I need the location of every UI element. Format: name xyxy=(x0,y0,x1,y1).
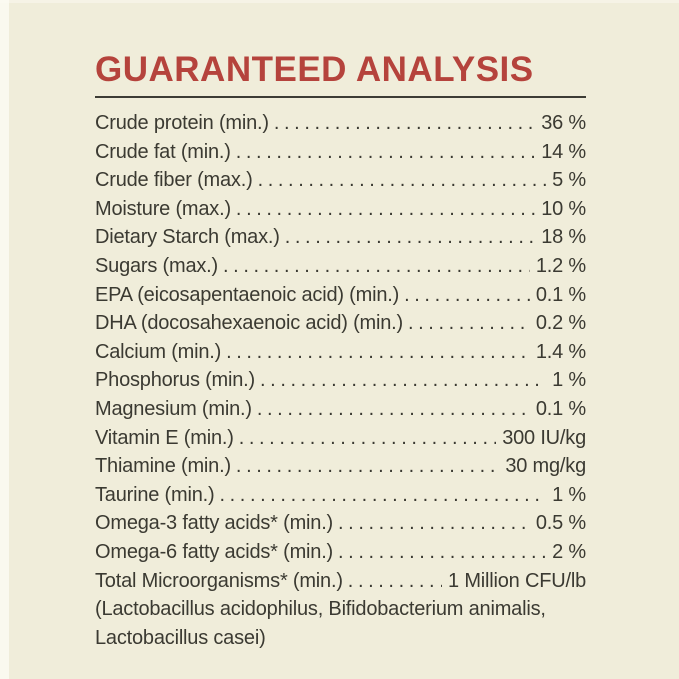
nutrient-name: Taurine (min.) xyxy=(95,483,215,506)
nutrient-name: Calcium (min.) xyxy=(95,340,222,363)
nutrient-name: DHA (docosahexaenoic acid) (min.) xyxy=(95,312,403,335)
nutrient-name: Magnesium (min.) xyxy=(95,397,252,420)
analysis-row: EPA (eicosapentaenoic acid) (min.) 0.1 % xyxy=(95,281,586,310)
nutrient-name: Vitamin E (min.) xyxy=(95,426,234,449)
dot-leader xyxy=(260,366,546,395)
nutrient-value: 14 % xyxy=(541,140,586,163)
nutrient-name: Crude fat (min.) xyxy=(95,140,231,163)
analysis-row: Phosphorus (min.) 1 % xyxy=(95,366,586,395)
nutrient-value: 1.4 % xyxy=(535,340,586,363)
top-edge-highlight xyxy=(0,0,679,3)
dot-leader xyxy=(338,509,530,538)
analysis-row: Crude fat (min.) 14 % xyxy=(95,138,586,167)
dot-leader xyxy=(236,452,499,481)
nutrient-value: 1 Million CFU/lb xyxy=(448,569,586,592)
analysis-table: Crude protein (min.) 36 % Crude fat (min… xyxy=(95,109,586,595)
page-title: GUARANTEED ANALYSIS xyxy=(95,50,534,89)
dot-leader xyxy=(408,309,530,338)
title-divider xyxy=(95,96,586,98)
nutrient-value: 1 % xyxy=(552,369,586,392)
dot-leader xyxy=(404,281,530,310)
dot-leader xyxy=(239,424,497,453)
left-edge-highlight xyxy=(0,0,9,679)
nutrient-value: 300 IU/kg xyxy=(502,426,586,449)
analysis-row: Omega-3 fatty acids* (min.) 0.5 % xyxy=(95,509,586,538)
analysis-row: Total Microorganisms* (min.) 1 Million C… xyxy=(95,567,586,596)
nutrient-name: Sugars (max.) xyxy=(95,254,218,277)
dot-leader xyxy=(257,395,530,424)
nutrient-value: 0.5 % xyxy=(535,512,586,535)
analysis-row: Calcium (min.) 1.4 % xyxy=(95,338,586,367)
analysis-row: Taurine (min.) 1 % xyxy=(95,481,586,510)
dot-leader xyxy=(236,195,535,224)
footnote-line: (Lactobacillus acidophilus, Bifidobacter… xyxy=(95,598,546,621)
dot-leader xyxy=(236,138,535,167)
nutrient-value: 5 % xyxy=(552,169,586,192)
nutrient-value: 0.1 % xyxy=(535,283,586,306)
nutrient-value: 0.2 % xyxy=(535,312,586,335)
analysis-row: Thiamine (min.) 30 mg/kg xyxy=(95,452,586,481)
dot-leader xyxy=(219,481,546,510)
analysis-row: Crude protein (min.) 36 % xyxy=(95,109,586,138)
analysis-row: Sugars (max.) 1.2 % xyxy=(95,252,586,281)
nutrient-name: Dietary Starch (max.) xyxy=(95,226,280,249)
microorganisms-footnote: (Lactobacillus acidophilus, Bifidobacter… xyxy=(95,595,586,652)
nutrient-name: Total Microorganisms* (min.) xyxy=(95,569,343,592)
dot-leader xyxy=(285,223,535,252)
dot-leader xyxy=(348,567,442,596)
dot-leader xyxy=(223,252,530,281)
dot-leader xyxy=(274,109,535,138)
nutrient-name: EPA (eicosapentaenoic acid) (min.) xyxy=(95,283,400,306)
label-content: GUARANTEED ANALYSIS Crude protein (min.)… xyxy=(95,52,586,652)
nutrient-value: 1.2 % xyxy=(535,254,586,277)
nutrient-name: Phosphorus (min.) xyxy=(95,369,255,392)
dot-leader xyxy=(258,166,547,195)
analysis-row: Omega-6 fatty acids* (min.) 2 % xyxy=(95,538,586,567)
analysis-row: Dietary Starch (max.) 18 % xyxy=(95,223,586,252)
nutrient-value: 2 % xyxy=(552,540,586,563)
analysis-row: Vitamin E (min.) 300 IU/kg xyxy=(95,424,586,453)
footnote-line: Lactobacillus casei) xyxy=(95,626,266,649)
nutrient-name: Thiamine (min.) xyxy=(95,455,231,478)
nutrient-value: 10 % xyxy=(541,197,586,220)
dot-leader xyxy=(226,338,530,367)
analysis-row: Crude fiber (max.) 5 % xyxy=(95,166,586,195)
nutrient-name: Omega-3 fatty acids* (min.) xyxy=(95,512,334,535)
dot-leader xyxy=(338,538,546,567)
nutrient-value: 30 mg/kg xyxy=(505,455,586,478)
nutrient-value: 36 % xyxy=(541,112,586,134)
analysis-row: Moisture (max.) 10 % xyxy=(95,195,586,224)
analysis-row: DHA (docosahexaenoic acid) (min.) 0.2 % xyxy=(95,309,586,338)
nutrient-name: Moisture (max.) xyxy=(95,197,231,220)
nutrient-value: 0.1 % xyxy=(535,397,586,420)
nutrient-name: Crude fiber (max.) xyxy=(95,169,253,192)
nutrient-value: 18 % xyxy=(541,226,586,249)
analysis-row: Magnesium (min.) 0.1 % xyxy=(95,395,586,424)
nutrient-name: Crude protein (min.) xyxy=(95,112,269,134)
nutrient-name: Omega-6 fatty acids* (min.) xyxy=(95,540,334,563)
nutrient-value: 1 % xyxy=(552,483,586,506)
